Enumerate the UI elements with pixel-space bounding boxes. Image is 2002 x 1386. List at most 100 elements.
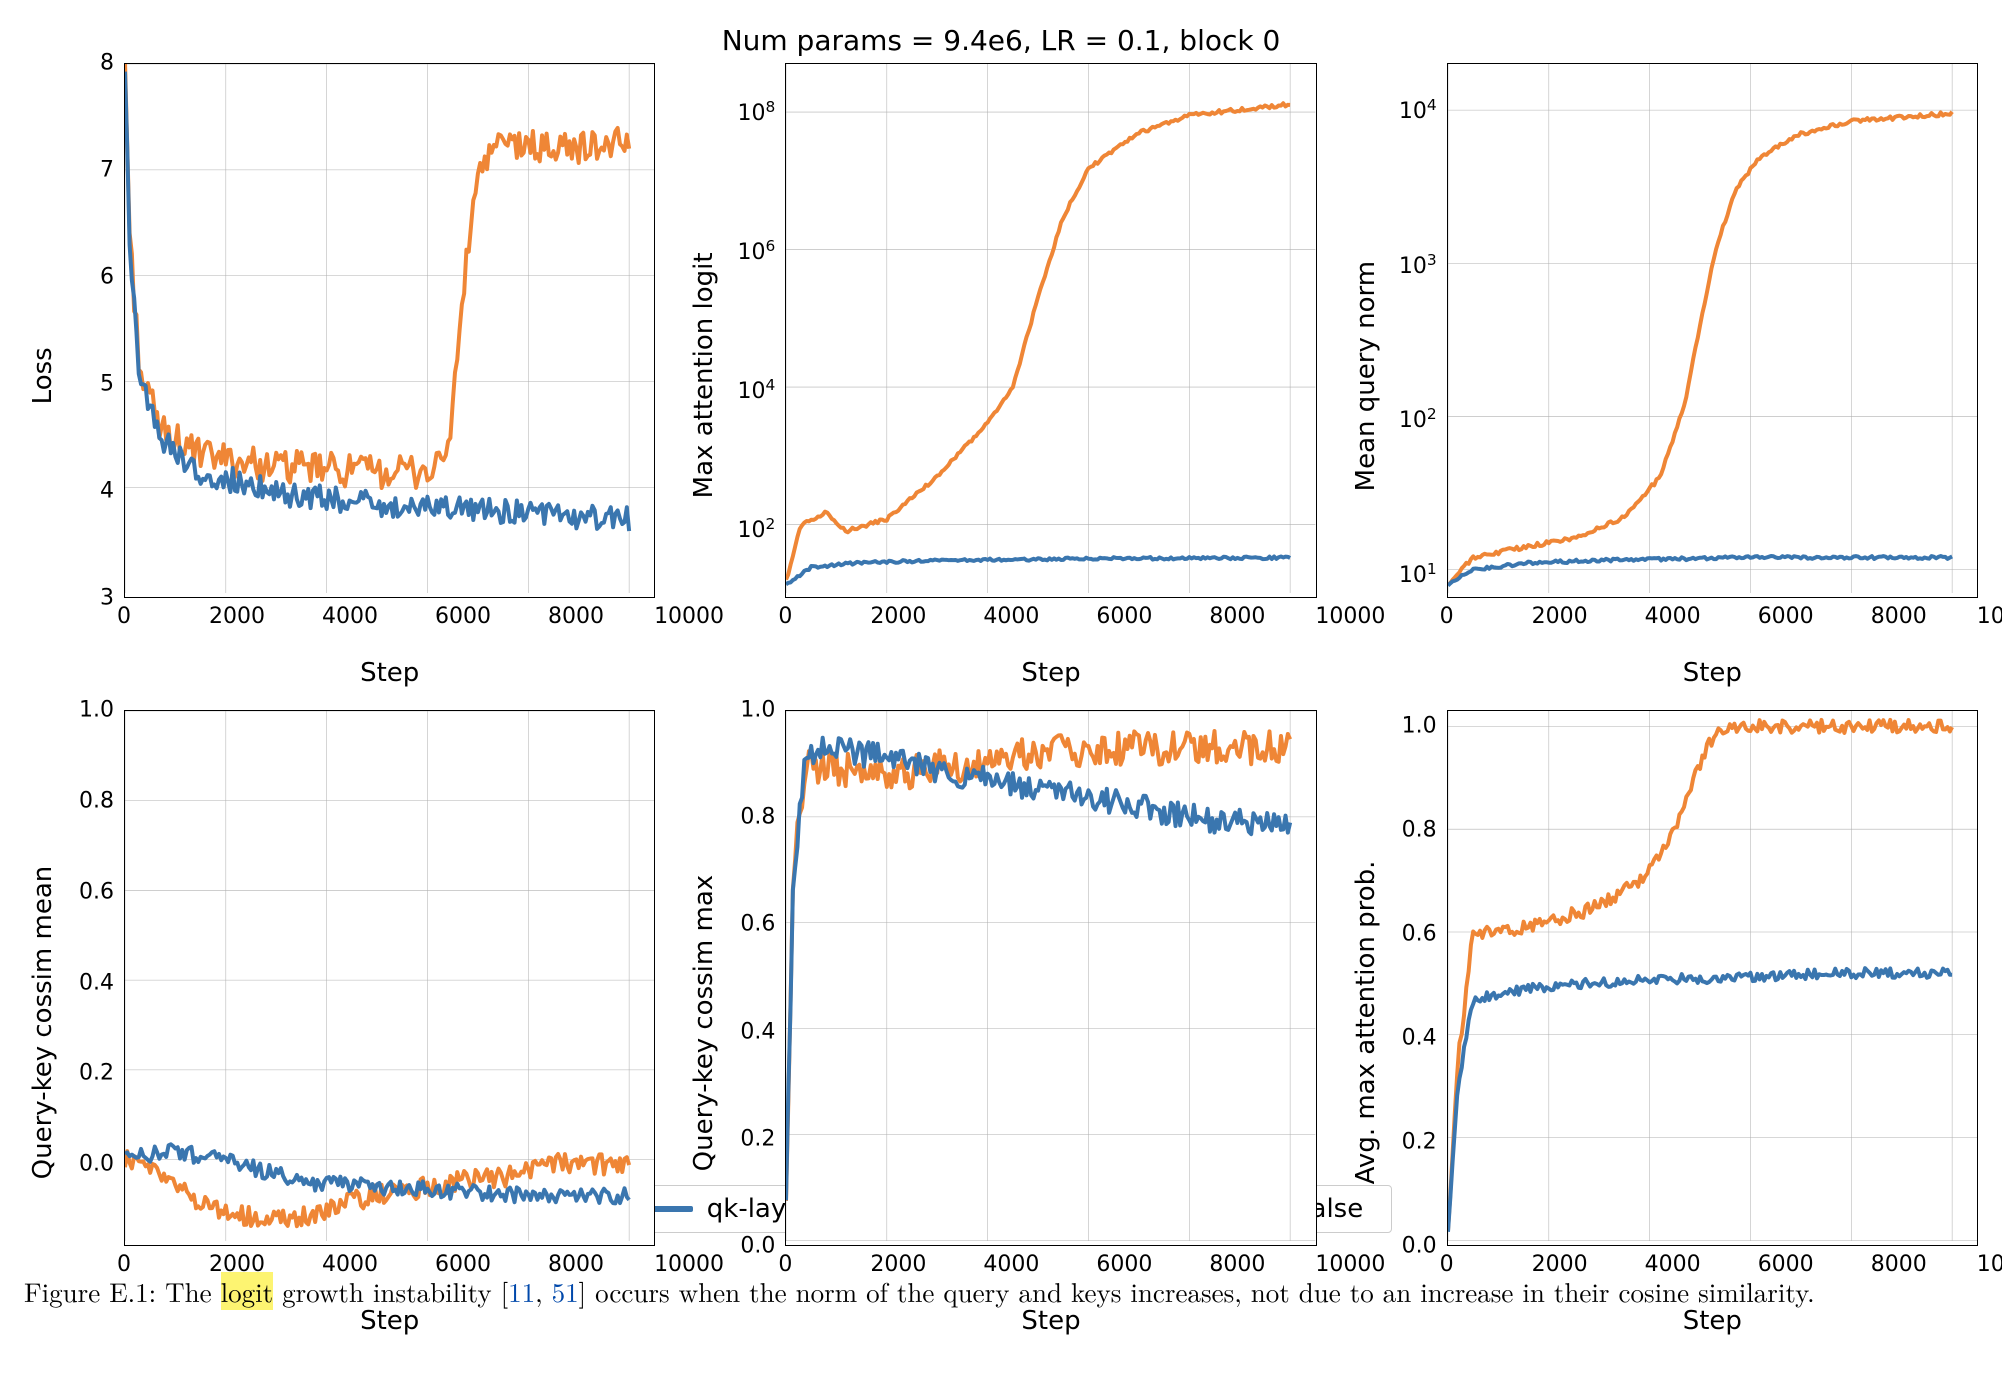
ytick-qk_cossim_max-1: 0.2 bbox=[740, 1126, 775, 1151]
xtick-labels-mean_query_norm: 0200040006000800010000 bbox=[1447, 598, 2002, 624]
plot-col-mean_query_norm: 1011021031040200040006000800010000Step bbox=[1385, 63, 1978, 688]
ytick-labels-qk_cossim_mean: 0.00.20.40.60.81.0 bbox=[62, 710, 120, 1245]
plot-col-loss: 3456780200040006000800010000Step bbox=[62, 63, 655, 688]
ylabel-avg_max_attn_prob: Avg. max attention prob. bbox=[1347, 710, 1385, 1335]
ytick-qk_cossim_max-5: 1.0 bbox=[740, 698, 775, 723]
ylabel-qk_cossim_max: Query-key cossim max bbox=[685, 710, 723, 1335]
plot-area-mean_query_norm bbox=[1447, 63, 1978, 598]
xtick-avg_max_attn_prob-0: 0 bbox=[1440, 1252, 1454, 1277]
plot-area-qk_cossim_max bbox=[785, 710, 1316, 1245]
xtick-qk_cossim_mean-3: 6000 bbox=[435, 1252, 491, 1277]
ytick-qk_cossim_mean-0: 0.0 bbox=[79, 1151, 114, 1176]
plot-svg-mean_query_norm bbox=[1448, 64, 1977, 593]
xtick-mean_query_norm-3: 6000 bbox=[1758, 604, 1814, 629]
ytick-qk_cossim_mean-3: 0.6 bbox=[79, 879, 114, 904]
ylabel-max_attn_logit: Max attention logit bbox=[685, 63, 723, 688]
plot-area-qk_cossim_mean bbox=[124, 710, 655, 1245]
panel-qk_cossim_max: Query-key cossim max0.00.20.40.60.81.002… bbox=[685, 710, 1316, 1335]
xtick-mean_query_norm-2: 4000 bbox=[1645, 604, 1701, 629]
panel-grid: Loss3456780200040006000800010000StepMax … bbox=[24, 63, 1978, 1163]
ytick-labels-loss: 345678 bbox=[62, 63, 120, 598]
ytick-qk_cossim_mean-4: 0.8 bbox=[79, 789, 114, 814]
xtick-max_attn_logit-2: 4000 bbox=[983, 604, 1039, 629]
plot-col-qk_cossim_max: 0.00.20.40.60.81.00200040006000800010000… bbox=[723, 710, 1316, 1335]
figure-suptitle: Num params = 9.4e6, LR = 0.1, block 0 bbox=[24, 24, 1978, 57]
ytick-labels-max_attn_logit: 102104106108 bbox=[723, 63, 781, 598]
xtick-qk_cossim_mean-2: 4000 bbox=[322, 1252, 378, 1277]
xtick-qk_cossim_max-1: 2000 bbox=[870, 1252, 926, 1277]
xtick-avg_max_attn_prob-1: 2000 bbox=[1532, 1252, 1588, 1277]
ytick-mean_query_norm-0: 101 bbox=[1399, 560, 1437, 588]
ytick-loss-2: 5 bbox=[100, 372, 114, 397]
plot-col-max_attn_logit: 1021041061080200040006000800010000Step bbox=[723, 63, 1316, 688]
series-max_attn_logit-qklayernorm-true bbox=[786, 556, 1290, 584]
ytick-labels-avg_max_attn_prob: 0.00.20.40.60.81.0 bbox=[1385, 710, 1443, 1245]
xtick-qk_cossim_mean-0: 0 bbox=[117, 1252, 131, 1277]
xtick-max_attn_logit-3: 6000 bbox=[1096, 604, 1152, 629]
panel-mean_query_norm: Mean query norm1011021031040200040006000… bbox=[1347, 63, 1978, 688]
xtick-loss-0: 0 bbox=[117, 604, 131, 629]
ytick-max_attn_logit-0: 102 bbox=[738, 515, 776, 543]
plot-area-avg_max_attn_prob bbox=[1447, 710, 1978, 1245]
xtick-qk_cossim_max-3: 6000 bbox=[1096, 1252, 1152, 1277]
xtick-loss-3: 6000 bbox=[435, 604, 491, 629]
xtick-max_attn_logit-0: 0 bbox=[778, 604, 792, 629]
ytick-qk_cossim_mean-2: 0.4 bbox=[79, 970, 114, 995]
ytick-mean_query_norm-1: 102 bbox=[1399, 405, 1437, 433]
ytick-loss-4: 7 bbox=[100, 158, 114, 183]
ytick-labels-mean_query_norm: 101102103104 bbox=[1385, 63, 1443, 598]
ytick-avg_max_attn_prob-4: 0.8 bbox=[1402, 817, 1437, 842]
xtick-mean_query_norm-4: 8000 bbox=[1871, 604, 1927, 629]
plot-wrap-qk_cossim_mean: 0.00.20.40.60.81.0 bbox=[62, 710, 655, 1245]
ytick-avg_max_attn_prob-5: 1.0 bbox=[1402, 713, 1437, 738]
ytick-avg_max_attn_prob-1: 0.2 bbox=[1402, 1129, 1437, 1154]
series-qk_cossim_max-qklayernorm-false bbox=[786, 731, 1290, 1201]
xtick-loss-1: 2000 bbox=[209, 604, 265, 629]
ytick-qk_cossim_max-3: 0.6 bbox=[740, 912, 775, 937]
xtick-mean_query_norm-5: 10000 bbox=[1977, 604, 2002, 629]
plot-wrap-qk_cossim_max: 0.00.20.40.60.81.0 bbox=[723, 710, 1316, 1245]
ytick-labels-qk_cossim_max: 0.00.20.40.60.81.0 bbox=[723, 710, 781, 1245]
xtick-avg_max_attn_prob-4: 8000 bbox=[1871, 1252, 1927, 1277]
xtick-loss-2: 4000 bbox=[322, 604, 378, 629]
plot-area-max_attn_logit bbox=[785, 63, 1316, 598]
ytick-qk_cossim_max-2: 0.4 bbox=[740, 1019, 775, 1044]
xtick-avg_max_attn_prob-5: 10000 bbox=[1977, 1252, 2002, 1277]
panel-qk_cossim_mean: Query-key cossim mean0.00.20.40.60.81.00… bbox=[24, 710, 655, 1335]
xtick-qk_cossim_mean-1: 2000 bbox=[209, 1252, 265, 1277]
xtick-loss-4: 8000 bbox=[548, 604, 604, 629]
plot-svg-max_attn_logit bbox=[786, 64, 1315, 593]
panel-max_attn_logit: Max attention logit102104106108020004000… bbox=[685, 63, 1316, 688]
ytick-max_attn_logit-2: 106 bbox=[738, 236, 776, 264]
xtick-qk_cossim_max-4: 8000 bbox=[1209, 1252, 1265, 1277]
plot-svg-qk_cossim_mean bbox=[125, 711, 654, 1240]
ytick-loss-1: 4 bbox=[100, 479, 114, 504]
plot-svg-loss bbox=[125, 64, 654, 593]
plot-wrap-loss: 345678 bbox=[62, 63, 655, 598]
plot-wrap-mean_query_norm: 101102103104 bbox=[1385, 63, 1978, 598]
xlabel-qk_cossim_mean: Step bbox=[124, 1306, 655, 1336]
series-mean_query_norm-qklayernorm-false bbox=[1448, 112, 1952, 585]
ytick-qk_cossim_mean-1: 0.2 bbox=[79, 1061, 114, 1086]
series-max_attn_logit-qklayernorm-false bbox=[786, 103, 1290, 579]
xtick-labels-avg_max_attn_prob: 0200040006000800010000 bbox=[1447, 1246, 2002, 1272]
ytick-avg_max_attn_prob-2: 0.4 bbox=[1402, 1025, 1437, 1050]
ytick-avg_max_attn_prob-3: 0.6 bbox=[1402, 921, 1437, 946]
ytick-loss-3: 6 bbox=[100, 265, 114, 290]
xtick-labels-max_attn_logit: 0200040006000800010000 bbox=[785, 598, 1378, 624]
ytick-qk_cossim_max-0: 0.0 bbox=[740, 1233, 775, 1258]
xtick-qk_cossim_mean-4: 8000 bbox=[548, 1252, 604, 1277]
xtick-labels-loss: 0200040006000800010000 bbox=[124, 598, 717, 624]
ytick-loss-0: 3 bbox=[100, 586, 114, 611]
figure: Num params = 9.4e6, LR = 0.1, block 0 Lo… bbox=[24, 24, 1978, 1309]
xlabel-max_attn_logit: Step bbox=[785, 658, 1316, 688]
ytick-max_attn_logit-1: 104 bbox=[738, 376, 776, 404]
xtick-labels-qk_cossim_max: 0200040006000800010000 bbox=[785, 1246, 1378, 1272]
ylabel-loss: Loss bbox=[24, 63, 62, 688]
xlabel-qk_cossim_max: Step bbox=[785, 1306, 1316, 1336]
xlabel-loss: Step bbox=[124, 658, 655, 688]
ylabel-qk_cossim_mean: Query-key cossim mean bbox=[24, 710, 62, 1335]
xtick-max_attn_logit-4: 8000 bbox=[1209, 604, 1265, 629]
plot-wrap-avg_max_attn_prob: 0.00.20.40.60.81.0 bbox=[1385, 710, 1978, 1245]
panel-avg_max_attn_prob: Avg. max attention prob.0.00.20.40.60.81… bbox=[1347, 710, 1978, 1335]
